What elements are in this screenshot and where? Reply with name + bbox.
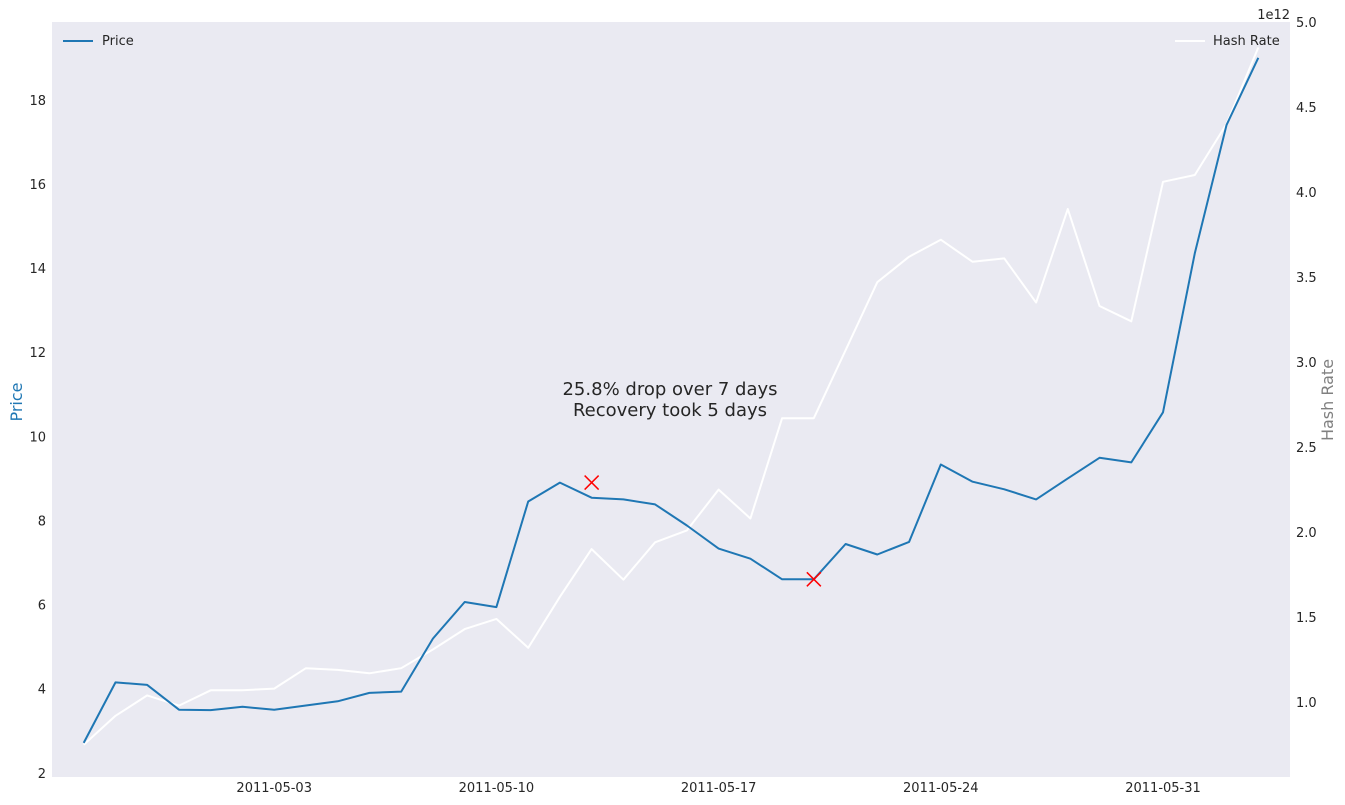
annotation-line-2: Recovery took 5 days <box>573 400 767 421</box>
annotation-line-1: 25.8% drop over 7 days <box>562 379 777 400</box>
series-line-hash-rate <box>83 47 1260 746</box>
y-tick-label: 6 <box>38 599 46 614</box>
y-axis-label: Price <box>7 382 26 421</box>
y-tick-label: 2 <box>38 767 46 782</box>
x-tick-label: 2011-05-17 <box>681 781 757 796</box>
y2-tick-label: 1.5 <box>1296 611 1317 626</box>
y2-tick-label: 2.0 <box>1296 526 1317 541</box>
y2-offset-text: 1e12 <box>1257 8 1290 23</box>
y2-tick-label: 1.0 <box>1296 696 1317 711</box>
y-tick-label: 10 <box>29 430 46 445</box>
x-tick-label: 2011-05-03 <box>236 781 312 796</box>
y2-tick-label: 3.5 <box>1296 271 1317 286</box>
y-tick-label: 4 <box>38 683 46 698</box>
y2-axis-label: Hash Rate <box>1318 359 1337 441</box>
marker-1 <box>584 475 600 491</box>
y2-tick-label: 4.0 <box>1296 186 1317 201</box>
legend-price: Price <box>63 34 134 49</box>
y2-tick-label: 3.0 <box>1296 356 1317 371</box>
x-tick-label: 2011-05-24 <box>903 781 979 796</box>
plot-area <box>52 22 1290 777</box>
legend-label-hash-rate: Hash Rate <box>1213 34 1280 49</box>
y2-tick-label: 4.5 <box>1296 101 1317 116</box>
y-tick-label: 8 <box>38 514 46 529</box>
y-tick-label: 12 <box>29 346 46 361</box>
series-line-price <box>82 57 1260 744</box>
legend-hash-rate: Hash Rate <box>1175 34 1280 49</box>
marker-2 <box>806 571 822 587</box>
y-tick-label: 18 <box>29 94 46 109</box>
y-tick-label: 14 <box>29 262 46 277</box>
legend-label-price: Price <box>102 34 134 49</box>
y2-tick-label: 2.5 <box>1296 441 1317 456</box>
y-tick-label: 16 <box>29 178 46 193</box>
x-tick-label: 2011-05-31 <box>1125 781 1201 796</box>
y2-tick-label: 5.0 <box>1296 16 1317 31</box>
x-tick-label: 2011-05-10 <box>459 781 535 796</box>
